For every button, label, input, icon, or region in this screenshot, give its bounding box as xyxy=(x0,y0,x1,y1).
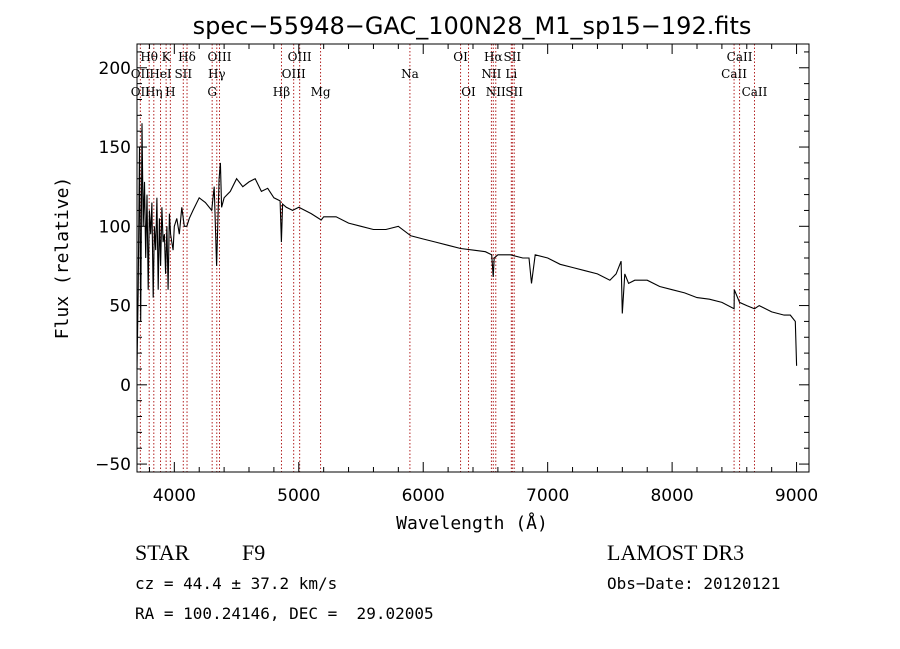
spectral-line-label: Hβ xyxy=(273,85,290,99)
spectrum-line xyxy=(136,123,798,370)
spectral-line-label: SII xyxy=(505,85,523,99)
spectral-line-label: Hδ xyxy=(178,50,196,64)
x-tick-labels: 4000 5000 6000 7000 8000 9000 xyxy=(153,486,818,506)
spectral-line-label: CaII xyxy=(721,67,747,81)
y-axis-label: Flux (relative) xyxy=(52,177,73,340)
spectral-line-label: OIII xyxy=(288,50,312,64)
y-tick-label: 100 xyxy=(99,217,131,237)
y-tick-label: 150 xyxy=(99,138,131,158)
spectral-line-label: OI xyxy=(461,85,476,99)
spectral-line-label: Mg xyxy=(311,85,331,99)
x-tick-label: 8000 xyxy=(650,486,693,506)
spectral-line-label: SII xyxy=(503,50,521,64)
spectral-line-label: Hθ xyxy=(140,50,158,64)
survey-name: LAMOST DR3 xyxy=(607,540,744,565)
observation-date: Obs−Date: 20120121 xyxy=(607,574,780,593)
object-type: STAR xyxy=(135,540,190,565)
axis-ticks xyxy=(137,44,809,472)
redshift-value: cz = 44.4 ± 37.2 km/s xyxy=(135,574,337,593)
spectral-line-label: HeI xyxy=(149,67,172,81)
spectral-line-label: OI xyxy=(453,50,468,64)
x-tick-label: 6000 xyxy=(402,486,445,506)
spectral-line-label: CaII xyxy=(742,85,768,99)
spectral-line-label: K xyxy=(162,50,172,64)
spectral-line-label: Li xyxy=(505,67,517,81)
spectral-line-label: Na xyxy=(401,67,419,81)
x-tick-label: 5000 xyxy=(277,486,320,506)
x-axis-label: Wavelength (Å) xyxy=(396,512,548,534)
spectral-line-label: OII xyxy=(131,67,151,81)
spectral-line-label: G xyxy=(207,85,217,99)
spectral-line-label: CaII xyxy=(727,50,753,64)
spectral-line-label: NII xyxy=(486,85,506,99)
x-tick-label: 7000 xyxy=(526,486,569,506)
spectral-line-label: OIII xyxy=(207,50,231,64)
spectral-line-label: Hγ xyxy=(208,67,226,81)
spectral-lines-layer xyxy=(139,44,755,472)
y-tick-label: 200 xyxy=(99,59,131,79)
spectral-line-label: H xyxy=(165,85,175,99)
y-tick-label: 50 xyxy=(109,297,131,317)
spectral-line-label: OIII xyxy=(282,67,306,81)
object-subclass: F9 xyxy=(242,540,265,565)
spectral-line-label: SII xyxy=(174,67,192,81)
plot-frame xyxy=(136,43,810,473)
spectral-line-label: Hα xyxy=(484,50,503,64)
x-tick-label: 9000 xyxy=(775,486,818,506)
spectral-line-label: Hη xyxy=(145,85,163,99)
spectral-line-label: OII xyxy=(131,85,151,99)
chart-title: spec−55948−GAC_100N28_M1_sp15−192.fits xyxy=(193,12,752,40)
x-tick-label: 4000 xyxy=(153,486,196,506)
coordinates: RA = 100.24146, DEC = 29.02005 xyxy=(135,604,434,623)
spectral-line-label: NII xyxy=(481,67,501,81)
spectral-line-labels: Hθ OII OII K HeI Hη SII H Hδ OIII Hγ G Hβ OIII OIII Mg N… xyxy=(131,50,768,99)
y-tick-label: −50 xyxy=(95,455,131,475)
y-tick-label: 0 xyxy=(120,376,131,396)
y-tick-labels: −50 0 50 100 150 200 xyxy=(95,59,131,475)
